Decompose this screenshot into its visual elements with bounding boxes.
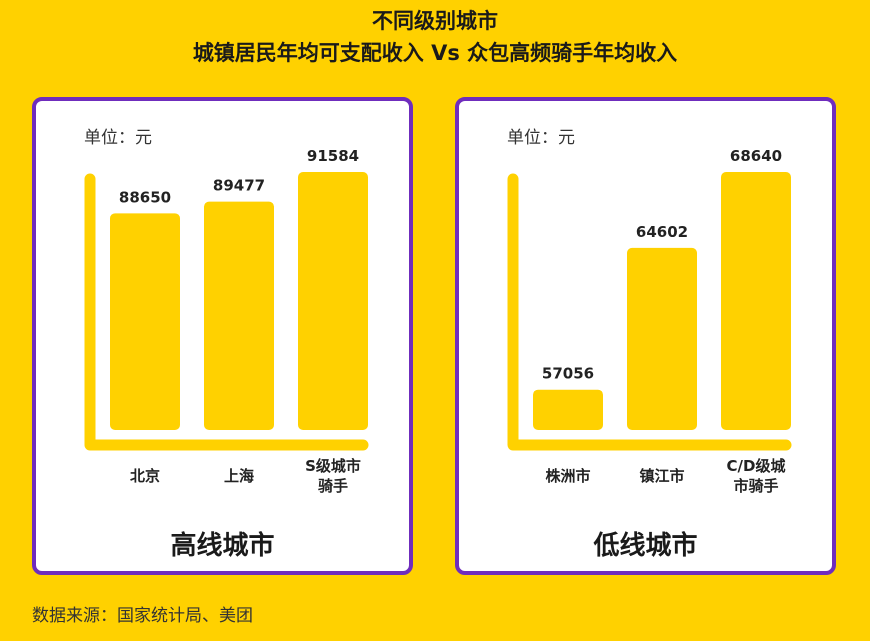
unit-label: 单位：元	[84, 128, 152, 148]
category-label: 株洲市	[545, 467, 590, 485]
high-tier-panel: 88650 北京 89477 上海 91584 S级城市骑手 单位：元 高线城市	[32, 97, 413, 575]
panel-title-high-tier: 高线城市	[170, 531, 275, 561]
axis-line	[507, 173, 792, 451]
data-label: 88650	[119, 188, 171, 206]
bar	[204, 201, 274, 430]
category-label: 北京	[130, 467, 160, 485]
data-label: 57056	[542, 365, 594, 383]
data-label: 91584	[307, 147, 359, 165]
bar	[721, 172, 791, 430]
bar	[110, 213, 180, 430]
category-label: C/D级城	[727, 457, 786, 475]
category-label: 镇江市	[639, 467, 684, 485]
data-label: 64602	[636, 223, 688, 241]
axis-line	[84, 173, 369, 451]
data-label: 89477	[213, 177, 265, 195]
category-label: 上海	[224, 467, 254, 485]
category-label: 市骑手	[733, 477, 778, 495]
data-source: 数据来源：国家统计局、美团	[32, 606, 253, 626]
low-tier-panel: 57056 株洲市 64602 镇江市 68640 C/D级城市骑手 单位：元 低线城市	[455, 97, 836, 575]
category-label: S级城市	[305, 457, 361, 475]
bar	[533, 389, 603, 430]
bar	[298, 172, 368, 430]
unit-label: 单位：元	[507, 128, 575, 148]
chart-title-line-2: 城镇居民年均可支配收入 Vs 众包高频骑手年均收入	[192, 41, 678, 65]
panel-title-low-tier: 低线城市	[593, 531, 698, 561]
category-label: 骑手	[318, 477, 348, 495]
data-label: 68640	[730, 147, 782, 165]
bar	[627, 247, 697, 430]
chart-title-line-1: 不同级别城市	[372, 9, 498, 33]
